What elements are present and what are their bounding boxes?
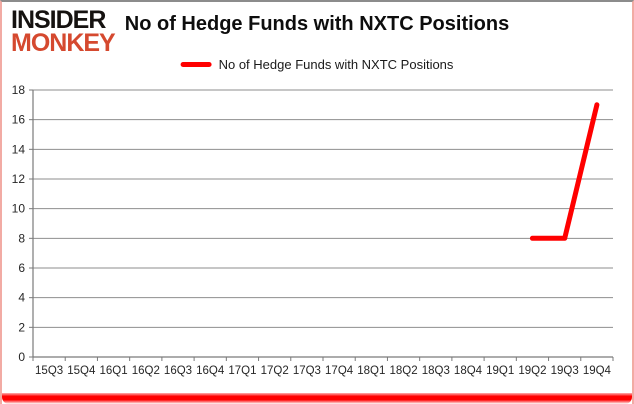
bottom-red-bar <box>2 393 632 404</box>
ytick-label-2: 2 <box>18 320 25 334</box>
xtick-label-17Q1: 17Q1 <box>228 365 256 377</box>
xtick-label-18Q3: 18Q3 <box>422 365 450 377</box>
xtick-label-15Q3: 15Q3 <box>35 365 63 377</box>
xtick-label-17Q2: 17Q2 <box>261 365 289 377</box>
page-title: No of Hedge Funds with NXTC Positions <box>124 13 510 35</box>
ytick-label-8: 8 <box>18 231 25 245</box>
ytick-label-16: 16 <box>12 113 26 127</box>
insider-monkey-logo: INSIDER MONKEY <box>11 6 116 58</box>
legend: No of Hedge Funds with NXTC Positions <box>180 57 454 72</box>
xtick-label-19Q3: 19Q3 <box>551 365 579 377</box>
ytick-label-10: 10 <box>12 202 26 216</box>
xtick-label-19Q4: 19Q4 <box>583 365 612 377</box>
xtick-label-18Q2: 18Q2 <box>389 365 417 377</box>
xtick-label-19Q1: 19Q1 <box>486 365 514 377</box>
xtick-label-16Q4: 16Q4 <box>196 365 225 377</box>
ytick-label-0: 0 <box>18 350 25 364</box>
xtick-label-19Q2: 19Q2 <box>518 365 546 377</box>
xtick-label-18Q1: 18Q1 <box>357 365 385 377</box>
logo-insider-text: INSIDER <box>11 6 106 34</box>
legend-label: No of Hedge Funds with NXTC Positions <box>218 57 454 72</box>
xtick-label-15Q4: 15Q4 <box>67 365 96 377</box>
ytick-label-6: 6 <box>18 261 25 275</box>
logo-monkey-text: MONKEY <box>11 29 116 58</box>
xtick-label-16Q1: 16Q1 <box>99 365 127 377</box>
xtick-label-16Q2: 16Q2 <box>132 365 160 377</box>
ytick-label-12: 12 <box>12 172 26 186</box>
xtick-label-16Q3: 16Q3 <box>164 365 192 377</box>
ytick-label-4: 4 <box>18 291 25 305</box>
legend-line-swatch <box>180 62 212 67</box>
ytick-label-14: 14 <box>12 142 26 156</box>
xtick-label-17Q3: 17Q3 <box>293 365 321 377</box>
xtick-label-17Q4: 17Q4 <box>325 365 354 377</box>
ytick-label-18: 18 <box>12 83 26 97</box>
xtick-label-18Q4: 18Q4 <box>454 365 483 377</box>
series-line <box>529 102 600 241</box>
